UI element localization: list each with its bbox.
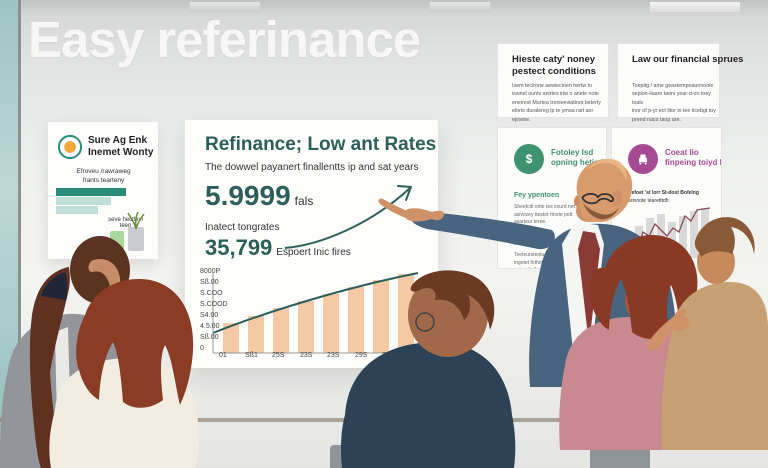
svg-text:$: $ [526, 152, 533, 166]
